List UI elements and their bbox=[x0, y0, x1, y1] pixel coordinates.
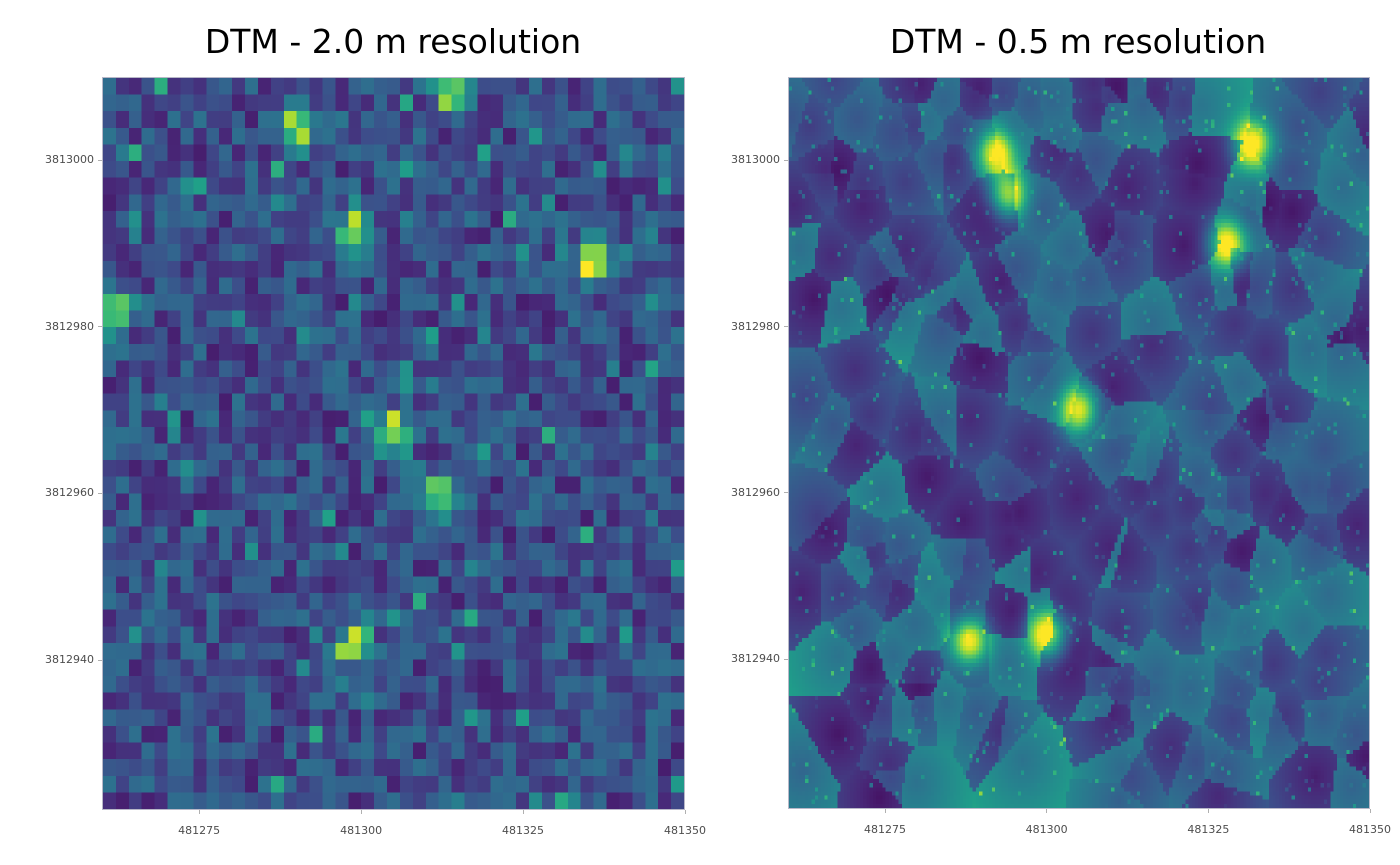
y-tick-label: 3812960 bbox=[45, 486, 94, 500]
right-raster-plot bbox=[788, 77, 1370, 809]
left-raster-plot bbox=[102, 77, 685, 810]
y-tick-label: 3813000 bbox=[45, 153, 94, 167]
y-tick-label: 3813000 bbox=[731, 153, 780, 167]
right-chart-title: DTM - 0.5 m resolution bbox=[889, 22, 1267, 61]
x-tick-label: 481325 bbox=[502, 824, 545, 837]
x-tick-mark bbox=[684, 810, 686, 814]
y-tick-mark bbox=[784, 326, 788, 328]
x-tick-label: 481275 bbox=[178, 824, 221, 837]
x-tick-mark bbox=[522, 810, 524, 814]
y-tick-mark bbox=[784, 658, 788, 660]
x-tick-mark bbox=[884, 809, 886, 813]
y-tick-mark bbox=[98, 159, 102, 161]
y-tick-mark bbox=[784, 492, 788, 494]
y-tick-mark bbox=[98, 659, 102, 661]
x-tick-mark bbox=[1207, 809, 1209, 813]
y-tick-label: 3812980 bbox=[731, 319, 780, 333]
y-tick-label: 3812960 bbox=[731, 485, 780, 499]
x-tick-label: 481350 bbox=[1349, 823, 1391, 836]
y-tick-mark bbox=[784, 159, 788, 161]
x-tick-mark bbox=[360, 810, 362, 814]
raster-cells-2m bbox=[103, 78, 684, 809]
x-tick-label: 481300 bbox=[1025, 823, 1068, 836]
y-tick-label: 3812940 bbox=[731, 652, 780, 666]
x-tick-label: 481300 bbox=[340, 824, 383, 837]
x-tick-mark bbox=[198, 810, 200, 814]
x-tick-label: 481325 bbox=[1187, 823, 1230, 836]
x-tick-label: 481275 bbox=[864, 823, 906, 836]
x-tick-label: 481350 bbox=[664, 824, 706, 837]
y-tick-mark bbox=[98, 326, 102, 328]
left-chart-title: DTM - 2.0 m resolution bbox=[204, 22, 582, 61]
y-tick-label: 3812980 bbox=[45, 319, 94, 333]
y-tick-label: 3812940 bbox=[45, 653, 94, 667]
raster-cells-0-5m bbox=[789, 78, 1369, 808]
y-tick-mark bbox=[98, 492, 102, 494]
x-tick-mark bbox=[1369, 809, 1371, 813]
x-tick-mark bbox=[1046, 809, 1048, 813]
